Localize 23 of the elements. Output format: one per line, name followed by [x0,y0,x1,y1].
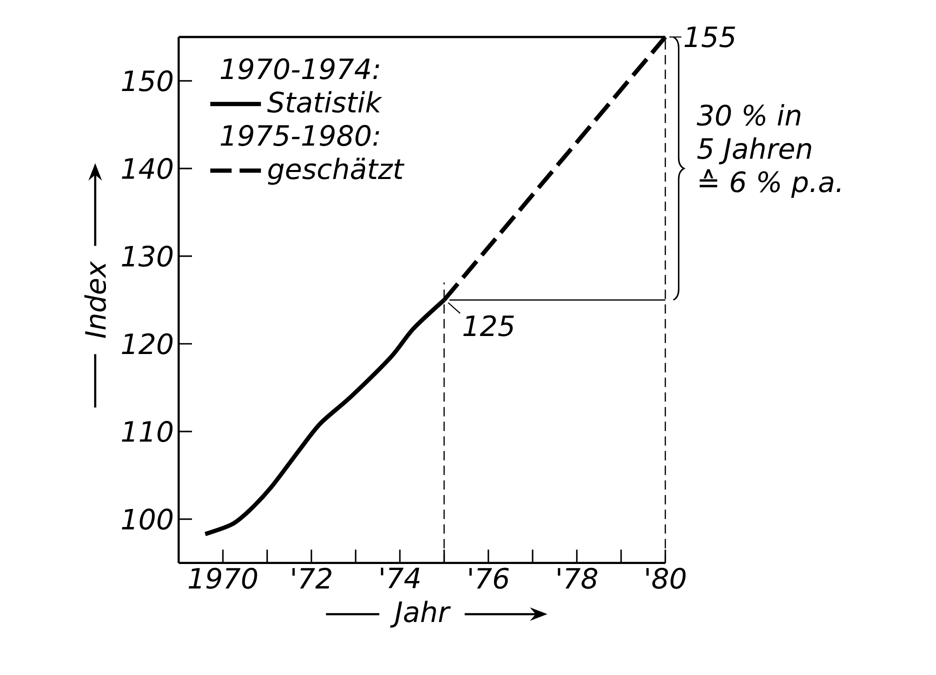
y-tick-label: 150 [122,70,173,92]
y-tick-label: 120 [122,333,173,354]
x-tick-label: '72 [292,568,332,588]
y-tick-label: 100 [122,508,173,530]
annotation: 125 [463,315,514,336]
text: 5 Jahren [697,137,812,164]
x-tick-label: '76 [469,568,509,589]
legend-label: geschätzt [268,158,404,185]
annotation: 155 [684,26,736,48]
annotation: 1970-1974: [220,58,380,80]
text: 30 % in [696,104,800,126]
legend-label: Statistik [267,91,382,113]
x-tick-label: '78 [558,568,598,589]
x-axis-title: Jahr [390,600,451,628]
x-tick-label: 1970 [188,568,258,589]
annotation: 1975-1980: [220,124,380,146]
y-tick-label: 110 [122,420,173,442]
y-tick-label: 130 [122,246,173,267]
x-tick-label: '74 [380,568,420,588]
y-tick-label: 140 [122,158,173,180]
x-tick-label: '80 [646,568,686,589]
y-axis-title: Index [84,260,106,338]
text: ≙ 6 % p.a. [700,169,840,198]
